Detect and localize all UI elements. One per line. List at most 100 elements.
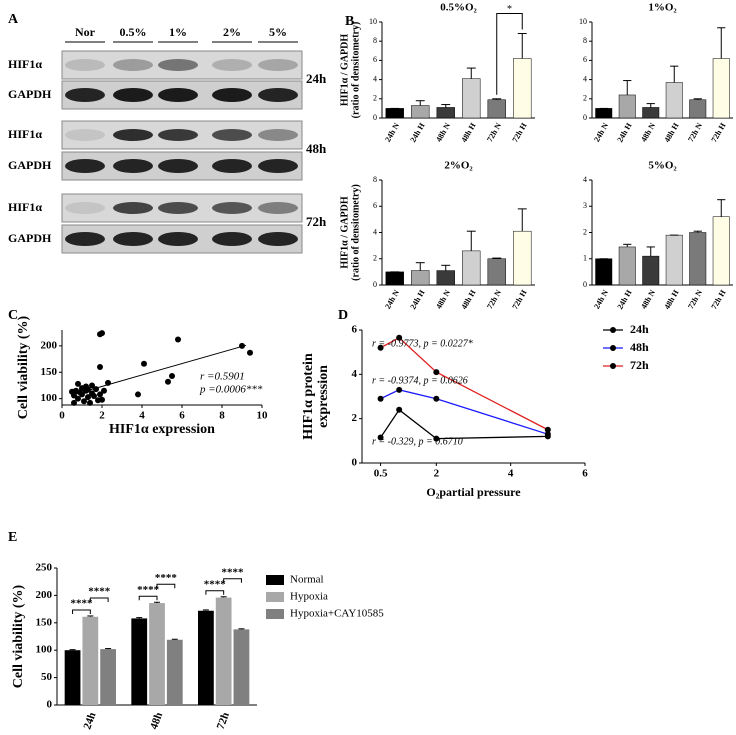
significance-label: **** xyxy=(137,584,160,596)
bar xyxy=(689,232,707,286)
blot-band xyxy=(212,232,252,246)
x-tick-label: 72h H xyxy=(709,288,728,311)
bar xyxy=(233,629,250,705)
time-label: 24h xyxy=(306,71,327,86)
bar xyxy=(665,82,683,119)
x-tick-label: 6 xyxy=(179,410,185,422)
scatter-point xyxy=(93,386,99,393)
x-tick-label: 10 xyxy=(257,410,269,422)
panel-label: E xyxy=(8,530,17,545)
bar xyxy=(149,603,165,705)
x-tick-label: 48h N xyxy=(434,121,452,143)
bar xyxy=(100,649,116,705)
x-tick-label: 72h N xyxy=(686,288,704,310)
significance-bracket xyxy=(223,578,242,583)
bar xyxy=(595,258,613,286)
scatter-point xyxy=(75,395,81,402)
blot-band xyxy=(65,159,105,173)
y-tick-label: 3 xyxy=(583,201,587,210)
x-tick-label: 48h N xyxy=(434,288,452,310)
y-tick-label: 6 xyxy=(373,55,377,64)
scatter-point xyxy=(71,399,77,406)
scatter-point xyxy=(165,378,171,385)
time-label: 48h xyxy=(306,141,327,156)
x-tick-label: 48h N xyxy=(639,121,657,143)
panel-label: C xyxy=(8,308,18,323)
y-axis-label: Cell viability (%) xyxy=(11,584,26,688)
x-tick-label: 0.5 xyxy=(374,468,388,480)
scatter-point xyxy=(141,360,147,367)
bar xyxy=(487,258,506,286)
x-tick-label: 24h N xyxy=(592,121,610,143)
y-tick-label: 8 xyxy=(373,175,377,184)
blot-band xyxy=(113,159,153,173)
legend-swatch xyxy=(266,575,284,585)
row-label: GAPDH xyxy=(8,231,52,245)
series-point xyxy=(433,435,440,442)
bar xyxy=(513,230,532,286)
legend-label: Hypoxia xyxy=(290,591,328,603)
scatter-point xyxy=(135,391,141,398)
x-tick-label: 24h H xyxy=(408,121,427,144)
bar xyxy=(436,107,455,119)
x-axis-label: O₂partial pressure xyxy=(426,485,521,499)
bar xyxy=(215,597,232,705)
scatter-point xyxy=(71,392,77,399)
bar xyxy=(462,78,481,119)
row-label: HIF1α xyxy=(8,200,42,214)
significance-label: **** xyxy=(204,578,227,590)
bar xyxy=(513,58,532,119)
blot-band xyxy=(212,159,252,173)
legend-label: Normal xyxy=(290,574,324,586)
bar xyxy=(131,618,148,705)
y-tick-label: 0 xyxy=(47,699,53,711)
blot-band xyxy=(158,59,198,71)
y-tick-label: 4 xyxy=(583,175,587,184)
y-tick-label: 2 xyxy=(373,254,377,263)
bar xyxy=(712,216,730,286)
scatter-point xyxy=(85,394,91,401)
x-tick-label: 24h xyxy=(81,711,98,731)
blot-band xyxy=(113,232,153,246)
y-tick-label: 4 xyxy=(583,74,587,83)
significance-bracket xyxy=(138,595,158,601)
panel-label: B xyxy=(345,14,354,29)
scatter-point xyxy=(83,383,89,390)
blot-band xyxy=(113,129,153,141)
scatter-point xyxy=(79,391,85,398)
x-tick-label: 24h N xyxy=(592,288,610,310)
y-tick-label: 100 xyxy=(36,644,53,656)
chart-title: 2%O₂ xyxy=(444,160,473,172)
lane-label: 2% xyxy=(223,25,241,39)
bar xyxy=(618,246,636,286)
x-tick-label: 24h H xyxy=(408,288,427,311)
y-tick-label: 0 xyxy=(373,280,377,289)
series-line xyxy=(380,408,548,440)
lane-label: Nor xyxy=(75,25,96,39)
x-tick-label: 0 xyxy=(59,410,65,422)
y-axis-label: Cell viability (%) xyxy=(16,315,31,419)
blot-band xyxy=(158,88,198,102)
scatter-point xyxy=(239,342,245,349)
row-label: HIF1α xyxy=(8,57,42,71)
series-line xyxy=(380,389,549,435)
x-tick-label: 72h N xyxy=(485,121,503,143)
scatter-point xyxy=(99,330,105,337)
y-tick-label: 200 xyxy=(36,589,53,601)
lane-label: 0.5% xyxy=(120,25,147,39)
x-tick-label: 72h H xyxy=(709,121,728,144)
legend-label: 24h xyxy=(630,322,649,336)
significance-bracket xyxy=(156,583,176,589)
chart-title: 1%O₂ xyxy=(648,2,677,14)
y-tick-label: 1 xyxy=(583,254,587,263)
annotation: r = -0.9374, p = 0.0626 xyxy=(372,375,468,386)
y-tick-label: 0 xyxy=(352,457,358,469)
x-tick-label: 2 xyxy=(99,410,105,422)
blot-band xyxy=(65,232,105,246)
scatter-point xyxy=(81,398,87,405)
series-point xyxy=(544,431,551,438)
blot-band xyxy=(158,202,198,214)
legend-label: 48h xyxy=(630,340,649,354)
y-tick-label: 10 xyxy=(579,17,587,26)
blot-band xyxy=(258,159,298,173)
